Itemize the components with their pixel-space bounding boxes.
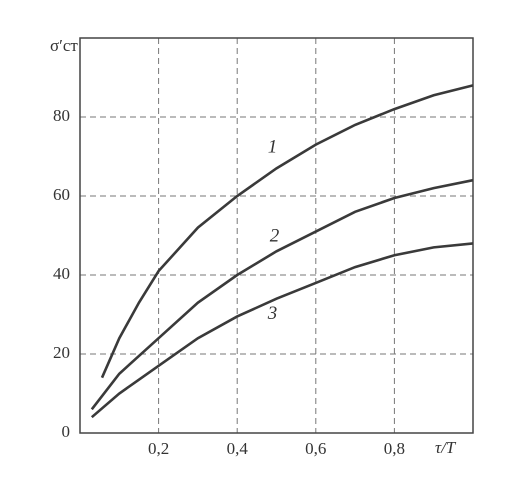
curve-label: 2: [270, 226, 280, 247]
curve-label: 1: [268, 137, 278, 158]
x-tick-label: 0,2: [148, 439, 169, 458]
x-tick-label: 0,8: [384, 439, 405, 458]
plot-frame: [79, 37, 474, 434]
curve-label: 3: [267, 303, 278, 324]
y-tick-label: 0: [62, 422, 71, 441]
x-tick-label: 0,6: [305, 439, 326, 458]
curve: [100, 84, 474, 379]
curve: [90, 242, 474, 419]
y-axis-label: σ′ст: [50, 36, 78, 55]
x-axis-label: τ/T: [435, 438, 457, 457]
y-tick-label: 60: [53, 185, 70, 204]
y-tick-label: 20: [53, 343, 70, 362]
y-tick-label: 40: [53, 264, 70, 283]
curve: [90, 178, 474, 411]
y-tick-label: 80: [53, 106, 70, 125]
x-tick-label: 0,4: [227, 439, 249, 458]
